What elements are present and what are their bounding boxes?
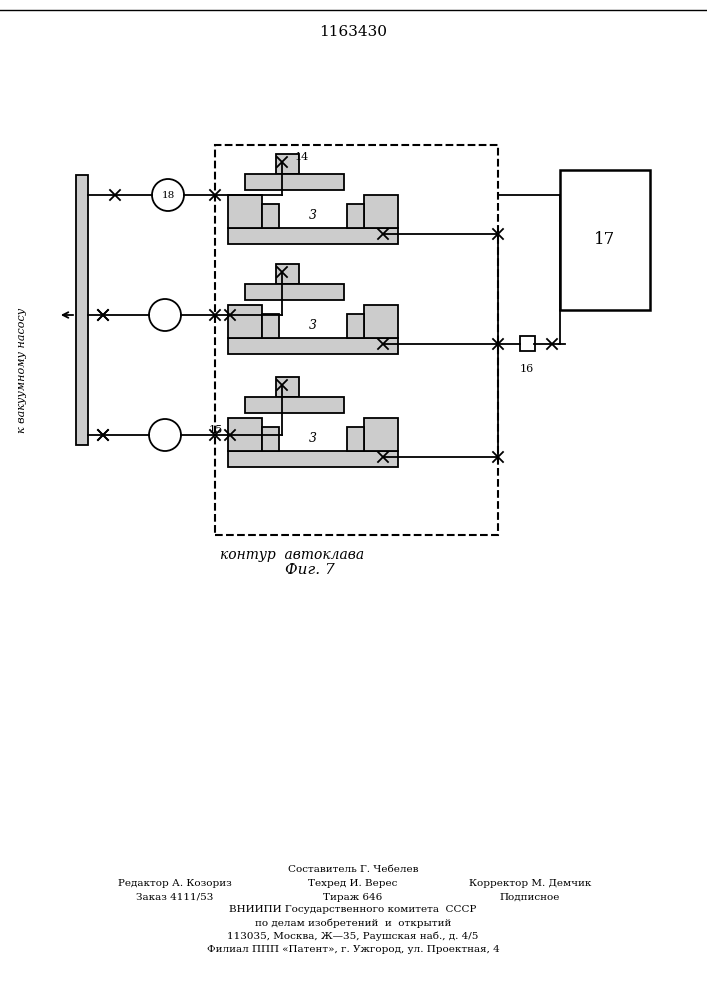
Polygon shape: [262, 204, 279, 228]
Polygon shape: [228, 338, 398, 354]
Text: Заказ 4111/53: Заказ 4111/53: [136, 892, 214, 902]
Polygon shape: [276, 377, 299, 397]
Polygon shape: [347, 314, 364, 338]
Text: 1163430: 1163430: [319, 25, 387, 39]
Text: 3: 3: [309, 432, 317, 445]
Bar: [520, 336, 535, 351]
Text: ВНИИПИ Государственного комитета  СССР: ВНИИПИ Государственного комитета СССР: [229, 906, 477, 914]
Text: 113035, Москва, Ж—35, Раушская наб., д. 4/5: 113035, Москва, Ж—35, Раушская наб., д. …: [228, 931, 479, 941]
Text: Редактор А. Козориз: Редактор А. Козориз: [118, 880, 232, 888]
Text: 15: 15: [209, 425, 223, 435]
Polygon shape: [228, 451, 398, 467]
Bar: [76, 175, 88, 445]
Polygon shape: [276, 264, 299, 284]
Text: Подписное: Подписное: [500, 892, 560, 902]
Text: к вакуумному насосу: к вакуумному насосу: [17, 307, 27, 433]
Text: 14: 14: [295, 152, 309, 162]
Text: Составитель Г. Чебелев: Составитель Г. Чебелев: [288, 865, 419, 874]
Polygon shape: [228, 228, 398, 244]
Text: Техред И. Верес: Техред И. Верес: [308, 880, 397, 888]
Polygon shape: [245, 284, 344, 300]
Polygon shape: [228, 304, 262, 338]
Bar: [560, 170, 650, 310]
Polygon shape: [364, 418, 398, 451]
Text: 17: 17: [595, 232, 616, 248]
Text: Филиал ППП «Патент», г. Ужгород, ул. Проектная, 4: Филиал ППП «Патент», г. Ужгород, ул. Про…: [206, 944, 499, 954]
Text: 3: 3: [309, 209, 317, 222]
Text: Корректор М. Демчик: Корректор М. Демчик: [469, 880, 591, 888]
Text: 3: 3: [309, 319, 317, 332]
Polygon shape: [276, 154, 299, 174]
Text: по делам изобретений  и  открытий: по делам изобретений и открытий: [255, 918, 451, 928]
Polygon shape: [245, 397, 344, 413]
Text: Фиг. 7: Фиг. 7: [285, 563, 335, 577]
Polygon shape: [347, 204, 364, 228]
Polygon shape: [347, 427, 364, 451]
Text: 16: 16: [520, 364, 534, 374]
Polygon shape: [228, 418, 262, 451]
Bar: [215, 145, 498, 535]
Polygon shape: [245, 174, 344, 190]
Polygon shape: [228, 194, 262, 228]
Polygon shape: [364, 194, 398, 228]
Polygon shape: [364, 304, 398, 338]
Polygon shape: [262, 427, 279, 451]
Text: Тираж 646: Тираж 646: [323, 892, 382, 902]
Text: 18: 18: [161, 190, 175, 200]
Polygon shape: [262, 314, 279, 338]
Text: контур  автоклава: контур автоклава: [220, 548, 364, 562]
